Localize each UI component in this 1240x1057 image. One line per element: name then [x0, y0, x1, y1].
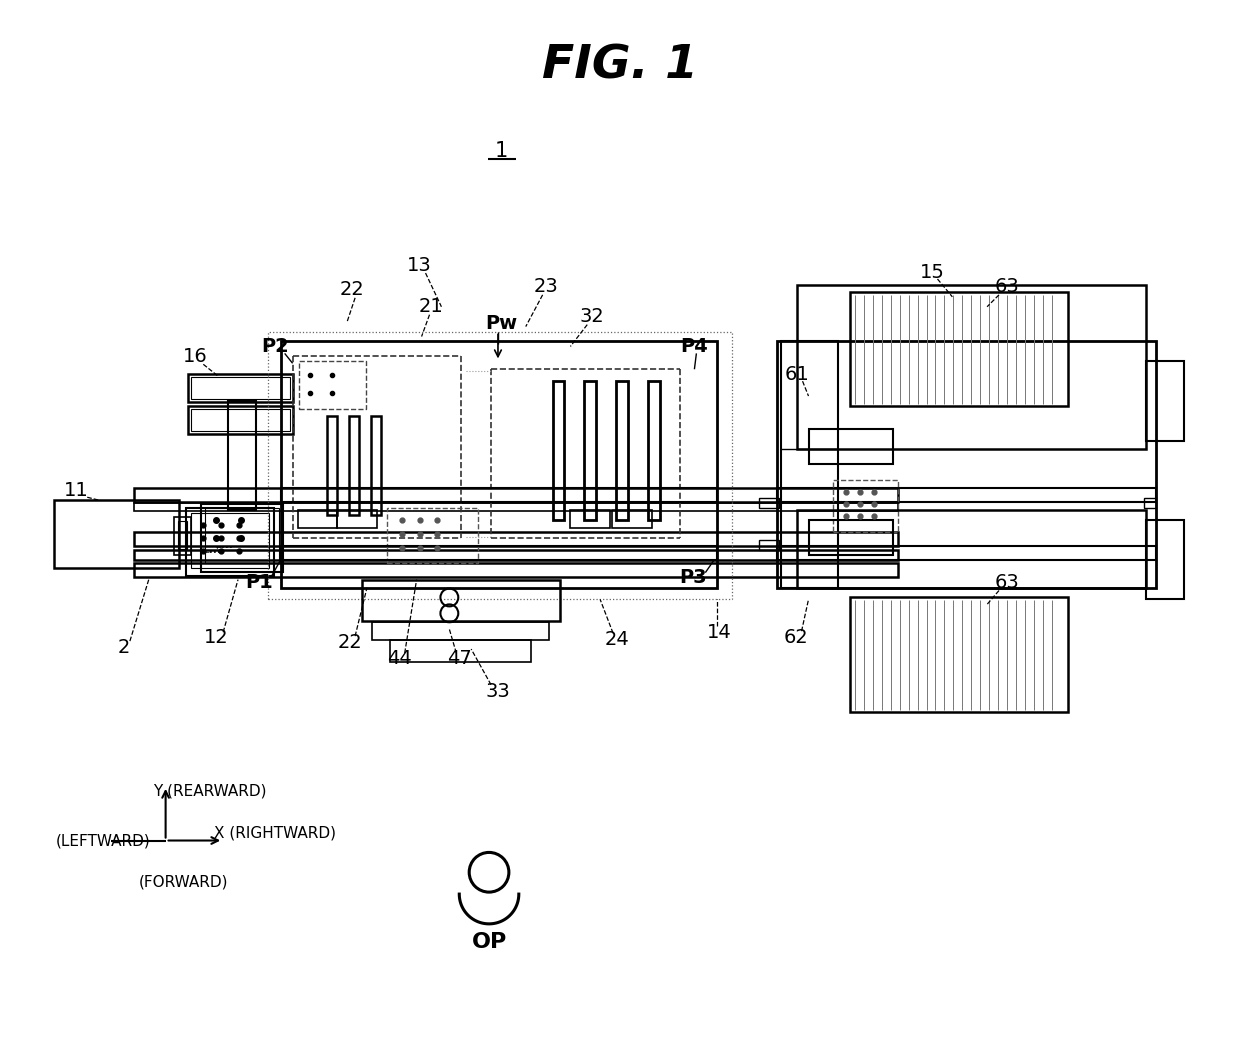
Bar [796, 285, 1146, 448]
Text: 63: 63 [994, 277, 1019, 296]
Text: P4: P4 [681, 337, 708, 356]
Bar [280, 488, 717, 502]
Text: Pw: Pw [485, 314, 517, 333]
Bar [174, 517, 191, 555]
Text: 14: 14 [707, 623, 732, 642]
Bar [191, 513, 269, 568]
Text: ←•••: ←••• [203, 550, 221, 556]
Bar [280, 545, 717, 560]
Text: 11: 11 [64, 481, 89, 500]
Text: 15: 15 [920, 262, 945, 281]
Bar [201, 504, 283, 572]
Bar [776, 545, 1156, 560]
Bar [1146, 520, 1183, 599]
Text: 33: 33 [486, 682, 511, 701]
Bar [228, 401, 255, 511]
Bar [851, 597, 1069, 711]
Bar [647, 382, 660, 520]
Text: 13: 13 [407, 256, 432, 275]
Text: OP: OP [471, 931, 507, 951]
Text: 32: 32 [580, 308, 605, 327]
Text: 12: 12 [203, 628, 228, 647]
Bar [389, 641, 531, 662]
Text: 22: 22 [340, 280, 365, 299]
Text: 63: 63 [994, 573, 1019, 592]
Bar [570, 511, 610, 528]
Bar [327, 415, 337, 515]
Bar [808, 520, 893, 555]
Bar [188, 374, 293, 402]
Bar [371, 415, 381, 515]
Bar [298, 511, 337, 528]
Bar [776, 341, 1156, 588]
Bar [188, 406, 293, 433]
Text: 16: 16 [184, 347, 208, 366]
Bar [191, 377, 290, 400]
Text: 2: 2 [118, 637, 130, 656]
Bar [134, 503, 898, 512]
Text: FIG. 1: FIG. 1 [542, 43, 698, 88]
Bar [206, 508, 279, 562]
Bar [553, 382, 564, 520]
Bar [177, 521, 187, 549]
Text: (FORWARD): (FORWARD) [139, 875, 228, 890]
Bar [268, 332, 732, 599]
Bar [186, 508, 274, 576]
Bar [851, 292, 1069, 406]
Bar [1146, 361, 1183, 441]
Text: P2: P2 [260, 337, 289, 356]
Bar [613, 511, 652, 528]
Bar [134, 562, 898, 577]
Text: P1: P1 [246, 573, 273, 592]
Bar [796, 511, 1146, 588]
Text: 44: 44 [387, 649, 412, 668]
Bar [134, 550, 898, 560]
Text: 61: 61 [784, 365, 808, 384]
Bar [759, 540, 779, 550]
Text: 21: 21 [419, 297, 444, 316]
Bar [55, 500, 179, 568]
Bar [299, 361, 366, 409]
Bar [134, 532, 898, 545]
Text: Y (REARWARD): Y (REARWARD) [154, 783, 267, 798]
Bar [616, 382, 627, 520]
Bar [372, 623, 548, 641]
Text: 24: 24 [605, 630, 630, 649]
Bar [584, 382, 596, 520]
Bar [362, 579, 560, 622]
Bar [776, 488, 1156, 502]
Text: 62: 62 [784, 628, 808, 647]
Bar [134, 488, 898, 502]
Bar [781, 341, 838, 588]
Text: (LEFTWARD): (LEFTWARD) [56, 833, 150, 848]
Text: X (RIGHTWARD): X (RIGHTWARD) [213, 826, 336, 840]
Bar [191, 409, 290, 431]
Text: 23: 23 [533, 277, 558, 296]
Bar [808, 429, 893, 464]
Text: 47: 47 [446, 649, 471, 668]
Text: ←•••: ←••• [216, 544, 233, 551]
Bar [833, 480, 898, 532]
Bar [337, 511, 377, 528]
Bar [387, 508, 479, 562]
Text: 22: 22 [337, 632, 362, 651]
Text: P3: P3 [680, 568, 707, 587]
Text: 1: 1 [495, 141, 507, 161]
Bar [280, 341, 717, 588]
Bar [759, 498, 779, 508]
Bar [350, 415, 360, 515]
Bar [1143, 498, 1156, 508]
